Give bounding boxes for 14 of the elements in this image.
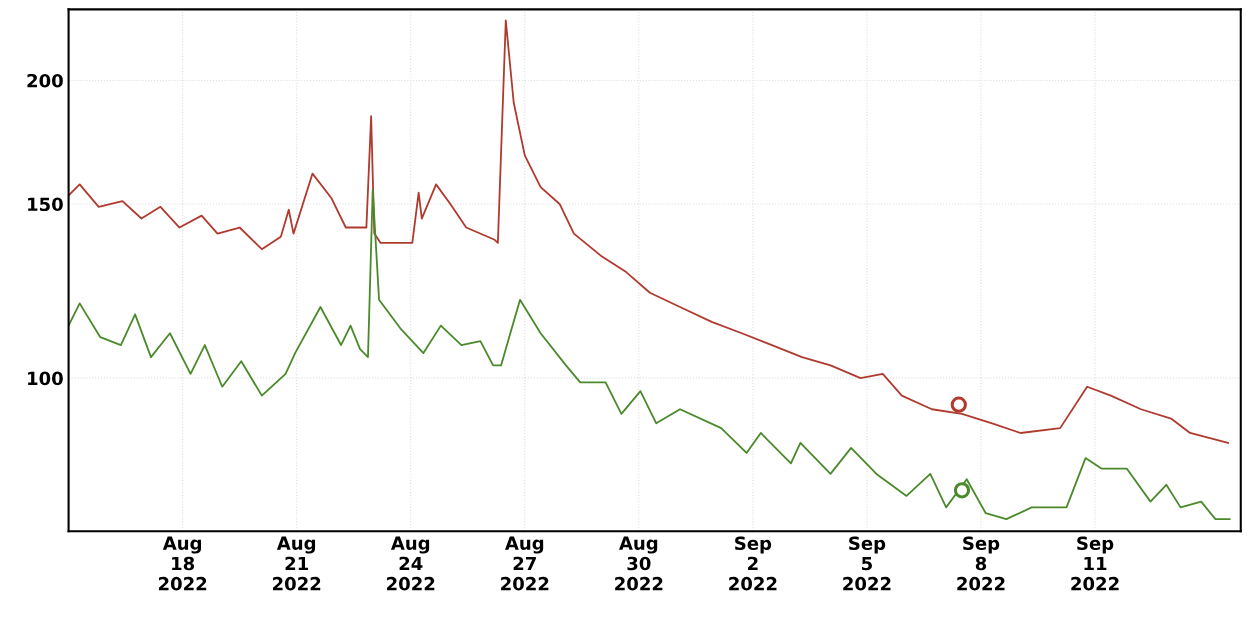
- x-tick-label: Sep 5 2022: [843, 536, 891, 591]
- y-tick-label: 150: [28, 197, 63, 212]
- x-tick-label: Aug 21 2022: [272, 536, 321, 591]
- line-series: [68, 19, 1229, 444]
- x-tick-label: Sep 8 2022: [957, 536, 1005, 591]
- x-tick-label: Aug 27 2022: [501, 536, 549, 591]
- y-tick-label: 200: [27, 73, 63, 88]
- x-tick-label: Sep 11 2022: [1071, 536, 1119, 591]
- line-series: [68, 188, 1231, 521]
- x-tick-label: Sep 2 2022: [729, 536, 777, 591]
- y-tick-label: 100: [28, 371, 63, 386]
- x-tick-label: Aug 30 2022: [615, 536, 663, 591]
- x-tick-label: Aug 18 2022: [158, 536, 207, 591]
- x-tick-label: Aug 24 2022: [387, 536, 435, 591]
